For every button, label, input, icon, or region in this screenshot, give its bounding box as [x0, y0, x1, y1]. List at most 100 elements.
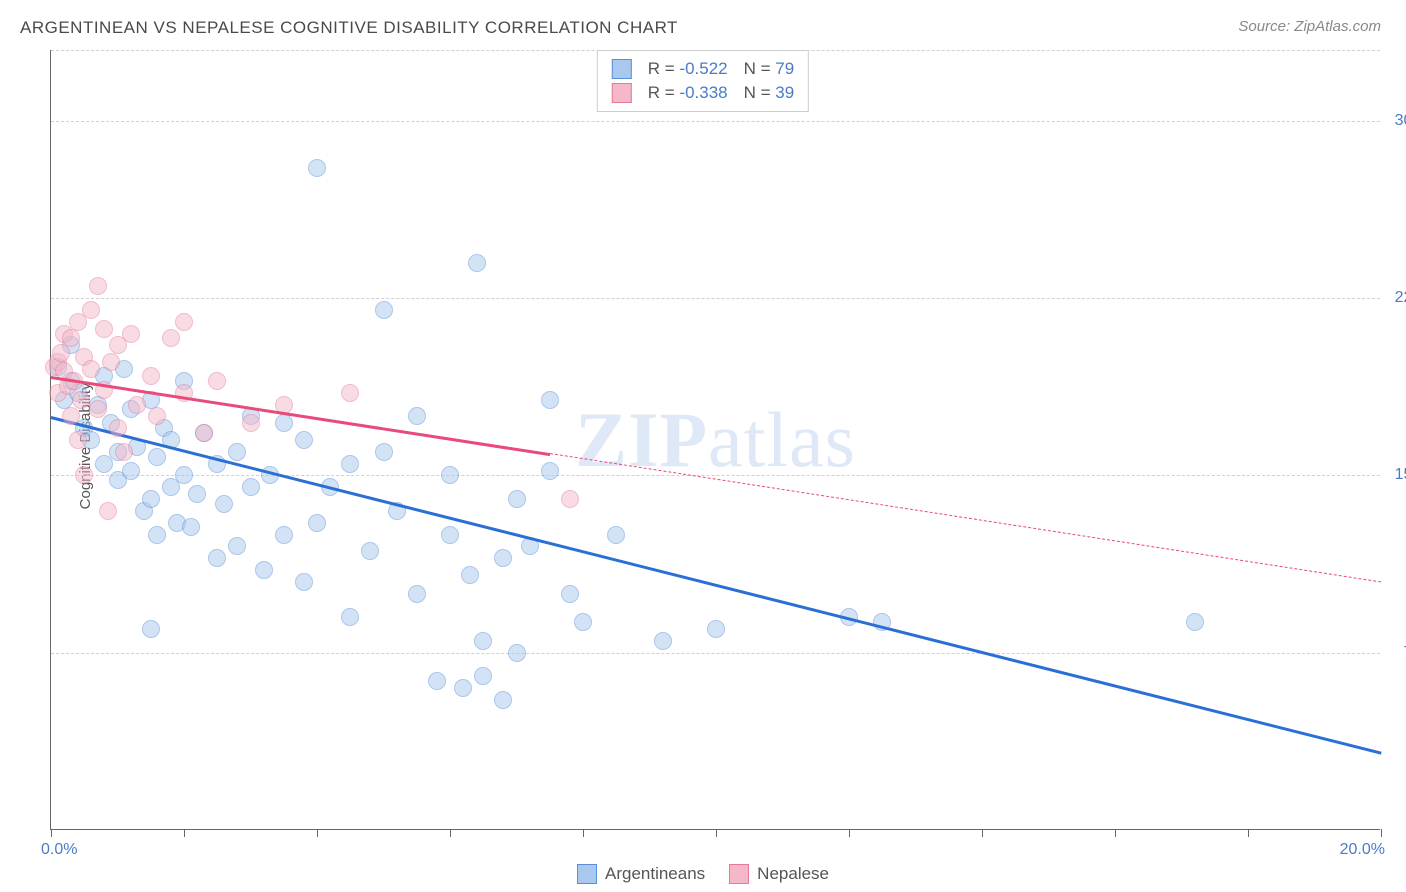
data-point	[474, 632, 492, 650]
gridline	[51, 475, 1380, 476]
data-point	[188, 485, 206, 503]
data-point	[115, 443, 133, 461]
data-point	[494, 691, 512, 709]
source-prefix: Source:	[1238, 18, 1294, 35]
legend-swatch	[612, 59, 632, 79]
data-point	[574, 613, 592, 631]
data-point	[62, 407, 80, 425]
legend-r-value: R = -0.338	[648, 83, 728, 103]
data-point	[1186, 613, 1204, 631]
data-point	[494, 549, 512, 567]
data-point	[408, 585, 426, 603]
data-point	[375, 443, 393, 461]
x-tick	[583, 829, 584, 837]
watermark-rest: atlas	[708, 396, 856, 483]
data-point	[461, 566, 479, 584]
series-legend-label: Argentineans	[605, 864, 705, 884]
series-legend: Argentineans Nepalese	[577, 864, 829, 884]
data-point	[195, 424, 213, 442]
data-point	[541, 462, 559, 480]
x-tick	[184, 829, 185, 837]
data-point	[308, 514, 326, 532]
plot-area: ZIPatlas 7.5%15.0%22.5%30.0%0.0%20.0%	[50, 50, 1380, 830]
x-tick-label: 20.0%	[1340, 841, 1385, 859]
data-point	[82, 360, 100, 378]
legend-n-value: N = 79	[744, 59, 795, 79]
data-point	[142, 367, 160, 385]
series-legend-item: Argentineans	[577, 864, 705, 884]
x-tick	[716, 829, 717, 837]
y-tick-label: 30.0%	[1395, 112, 1406, 130]
data-point	[654, 632, 672, 650]
legend-swatch	[577, 864, 597, 884]
data-point	[295, 431, 313, 449]
data-point	[375, 301, 393, 319]
data-point	[82, 301, 100, 319]
data-point	[208, 549, 226, 567]
data-point	[454, 679, 472, 697]
x-tick-label: 0.0%	[41, 841, 77, 859]
data-point	[148, 448, 166, 466]
data-point	[109, 419, 127, 437]
chart-title: ARGENTINEAN VS NEPALESE COGNITIVE DISABI…	[20, 18, 678, 38]
data-point	[128, 396, 146, 414]
data-point	[295, 573, 313, 591]
watermark-bold: ZIP	[575, 396, 708, 483]
stats-legend: R = -0.522 N = 79 R = -0.338 N = 39	[597, 50, 809, 112]
series-legend-label: Nepalese	[757, 864, 829, 884]
data-point	[142, 620, 160, 638]
data-point	[341, 384, 359, 402]
data-point	[142, 490, 160, 508]
legend-r-value: R = -0.522	[648, 59, 728, 79]
data-point	[102, 353, 120, 371]
data-point	[508, 644, 526, 662]
data-point	[707, 620, 725, 638]
data-point	[175, 313, 193, 331]
series-legend-item: Nepalese	[729, 864, 829, 884]
data-point	[361, 542, 379, 560]
data-point	[441, 466, 459, 484]
data-point	[148, 526, 166, 544]
data-point	[428, 672, 446, 690]
data-point	[275, 414, 293, 432]
gridline	[51, 298, 1380, 299]
data-point	[75, 466, 93, 484]
x-tick	[317, 829, 318, 837]
trend-line	[51, 416, 1382, 754]
data-point	[308, 159, 326, 177]
chart-container: ARGENTINEAN VS NEPALESE COGNITIVE DISABI…	[0, 0, 1406, 892]
data-point	[89, 277, 107, 295]
legend-n-value: N = 39	[744, 83, 795, 103]
data-point	[148, 407, 166, 425]
data-point	[95, 320, 113, 338]
data-point	[275, 526, 293, 544]
source-name: ZipAtlas.com	[1294, 18, 1381, 35]
data-point	[89, 400, 107, 418]
source-attribution: Source: ZipAtlas.com	[1238, 18, 1381, 35]
data-point	[255, 561, 273, 579]
x-tick	[450, 829, 451, 837]
x-tick	[1248, 829, 1249, 837]
x-tick	[849, 829, 850, 837]
data-point	[561, 585, 579, 603]
data-point	[242, 478, 260, 496]
data-point	[122, 325, 140, 343]
data-point	[408, 407, 426, 425]
data-point	[341, 608, 359, 626]
data-point	[162, 329, 180, 347]
y-tick-label: 15.0%	[1395, 466, 1406, 484]
x-tick	[51, 829, 52, 837]
data-point	[228, 443, 246, 461]
data-point	[541, 391, 559, 409]
gridline	[51, 653, 1380, 654]
data-point	[182, 518, 200, 536]
data-point	[474, 667, 492, 685]
trend-line-dashed	[550, 453, 1381, 583]
stats-legend-row: R = -0.522 N = 79	[612, 57, 794, 81]
data-point	[99, 502, 117, 520]
data-point	[175, 466, 193, 484]
data-point	[122, 462, 140, 480]
legend-swatch	[612, 83, 632, 103]
x-tick	[982, 829, 983, 837]
y-tick-label: 22.5%	[1395, 289, 1406, 307]
